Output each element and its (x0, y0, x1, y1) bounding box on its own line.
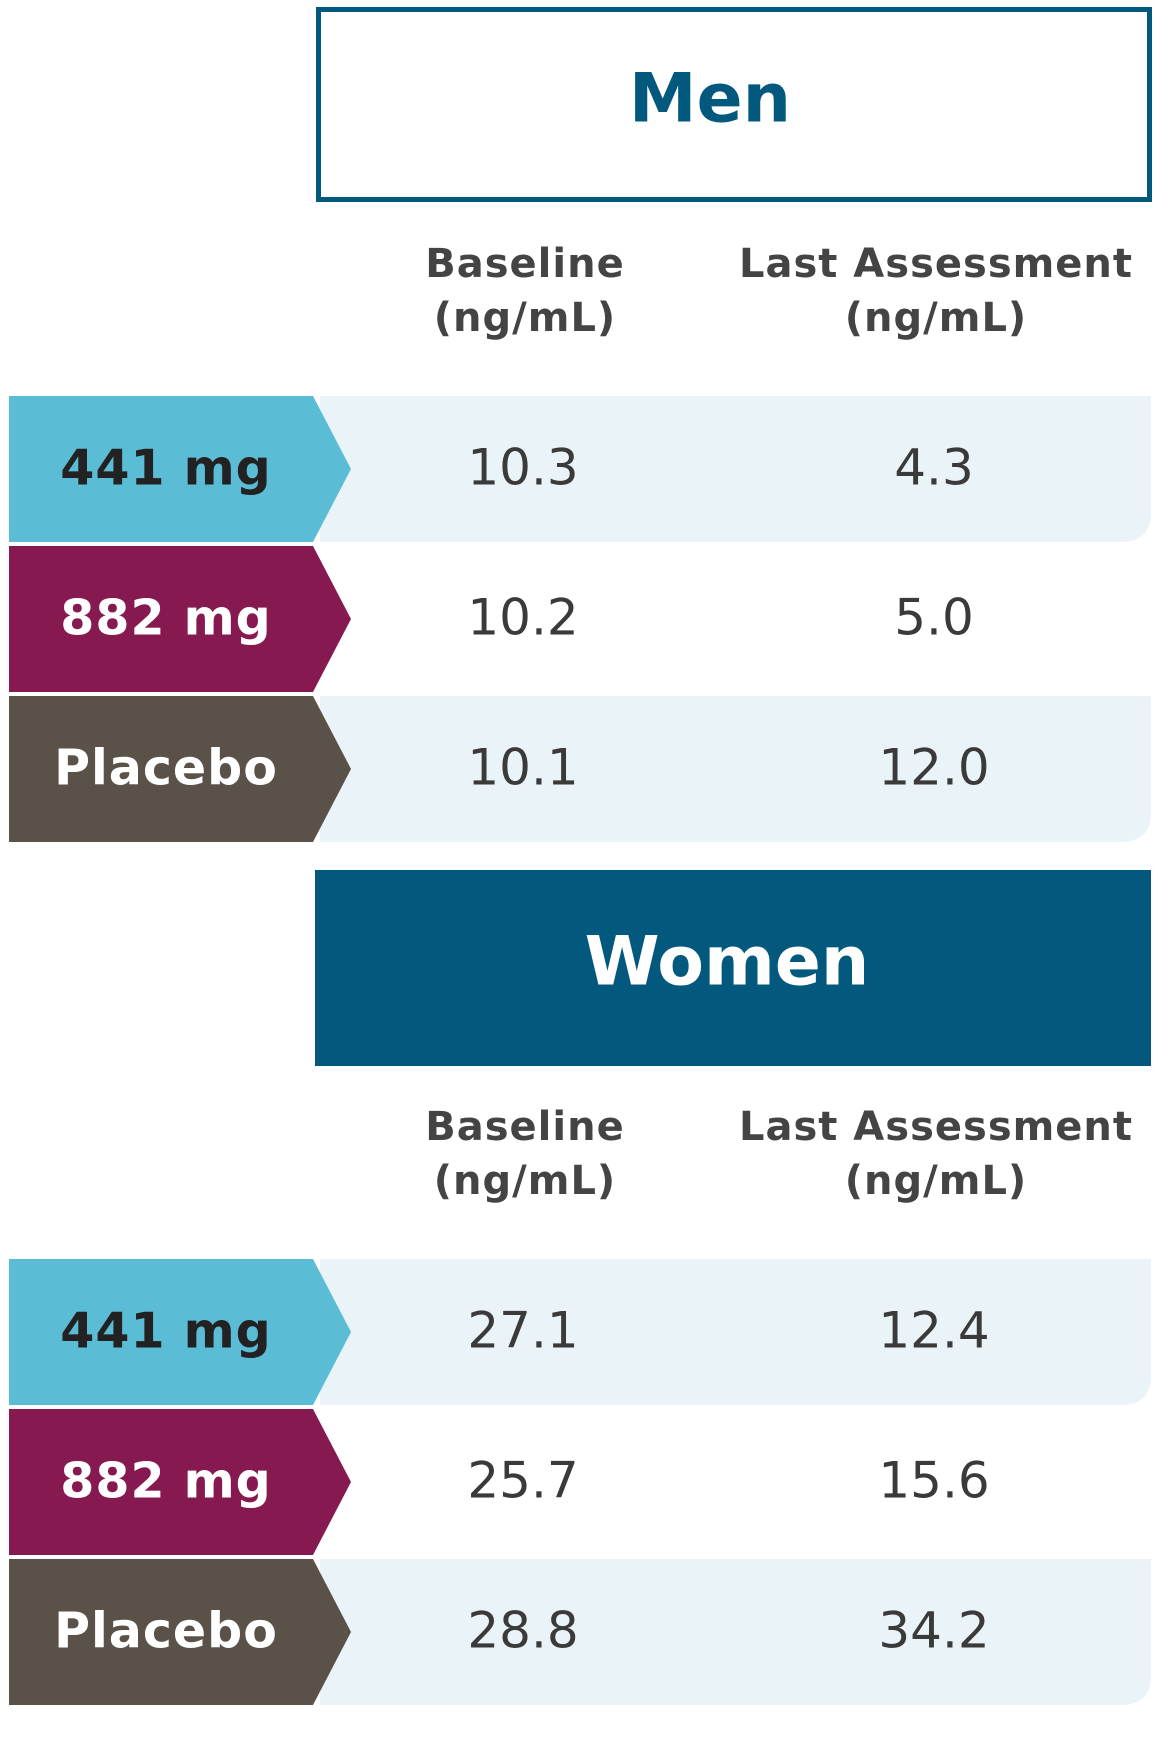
cell-value: 12.0 (878, 739, 989, 797)
row-background (320, 1559, 1151, 1705)
row-label-arrow (9, 1259, 351, 1405)
row-label-arrow (9, 1409, 351, 1555)
row-label-arrow (9, 396, 351, 542)
row-background (320, 396, 1151, 542)
cell-value: 10.2 (467, 589, 578, 647)
cell-value: 4.3 (894, 439, 974, 497)
row-label: 441 mg (60, 440, 271, 497)
column-header: Baseline (425, 241, 624, 287)
cell-value: 10.1 (467, 739, 578, 797)
row-background (320, 1259, 1151, 1405)
row-label-arrow (9, 1559, 351, 1705)
column-header: (ng/mL) (845, 295, 1027, 341)
section-title: Women (585, 923, 870, 1002)
cell-value: 34.2 (878, 1602, 989, 1660)
cell-value: 28.8 (467, 1602, 578, 1660)
row-label: 882 mg (60, 1453, 271, 1510)
cell-value: 12.4 (878, 1302, 989, 1360)
column-header: (ng/mL) (434, 295, 616, 341)
row-background (320, 696, 1151, 842)
cell-value: 10.3 (467, 439, 578, 497)
column-header: Last Assessment (739, 241, 1133, 287)
row-label-arrow (9, 696, 351, 842)
cell-value: 5.0 (894, 589, 974, 647)
row-label-arrow (9, 546, 351, 692)
row-label: 882 mg (60, 590, 271, 647)
row-label: Placebo (54, 740, 278, 797)
column-header: Last Assessment (739, 1104, 1133, 1150)
section-header-box (316, 7, 1152, 202)
column-header: (ng/mL) (434, 1158, 616, 1204)
column-header: (ng/mL) (845, 1158, 1027, 1204)
section-title: Men (629, 60, 791, 139)
cell-value: 27.1 (467, 1302, 578, 1360)
row-label: 441 mg (60, 1303, 271, 1360)
cell-value: 15.6 (878, 1452, 989, 1510)
section-header-box (315, 870, 1151, 1066)
row-label: Placebo (54, 1603, 278, 1660)
cell-value: 25.7 (467, 1452, 578, 1510)
column-header: Baseline (425, 1104, 624, 1150)
